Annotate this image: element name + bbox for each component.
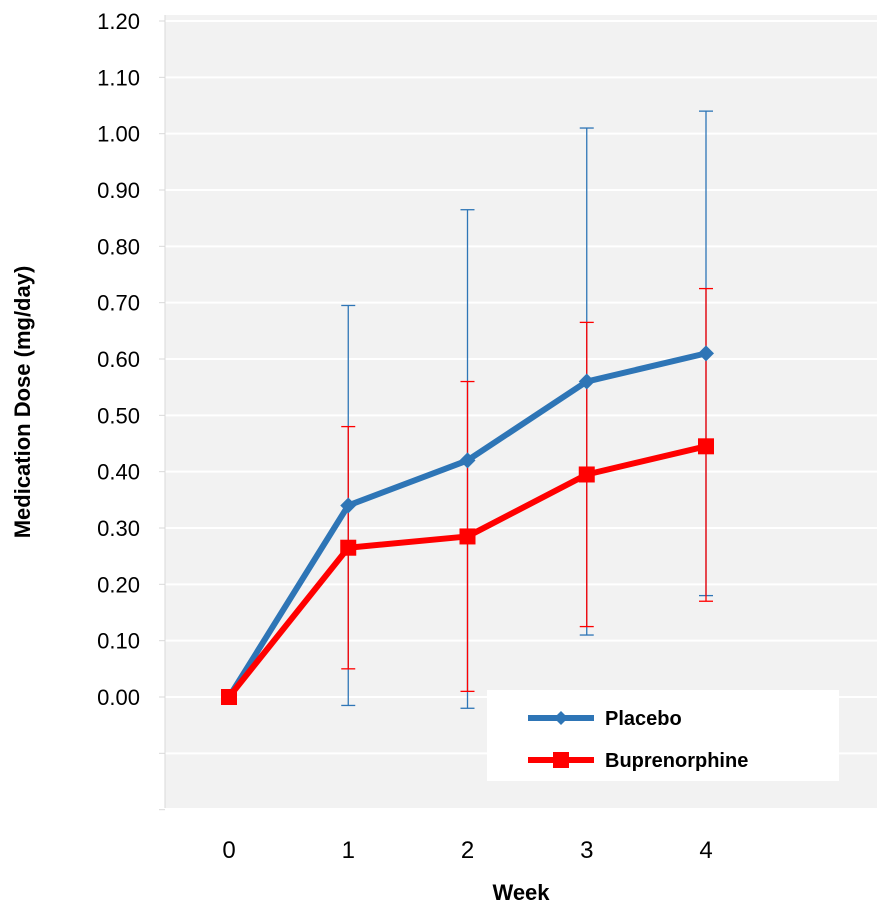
x-tick-label: 2 bbox=[461, 837, 474, 864]
data-point bbox=[698, 345, 714, 362]
y-tick-label: 0.80 bbox=[97, 234, 140, 259]
legend-label-placebo: Placebo bbox=[605, 708, 682, 730]
legend-marker-diamond bbox=[554, 711, 568, 725]
legend-entry-buprenorphine: Buprenorphine bbox=[528, 750, 748, 772]
x-tick-label: 3 bbox=[580, 837, 593, 864]
y-tick-label: 0.40 bbox=[97, 460, 140, 485]
y-axis-ticks: 0.00 0.10 0.20 0.30 0.40 0.50 0.60 0.70 0.80 0.90… bbox=[97, 9, 140, 710]
data-point bbox=[578, 466, 595, 483]
legend-entry-placebo: Placebo bbox=[528, 708, 682, 730]
x-axis-title: Week bbox=[492, 880, 550, 905]
y-tick-label: 0.50 bbox=[97, 403, 140, 428]
data-point bbox=[698, 438, 714, 455]
y-axis-title: Medication Dose (mg/day) bbox=[10, 266, 35, 539]
x-tick-label: 4 bbox=[699, 837, 712, 864]
data-point bbox=[221, 689, 237, 705]
y-tick-label: 0.30 bbox=[97, 516, 140, 541]
y-tick-label: 1.20 bbox=[97, 9, 140, 34]
y-tick-label: 0.90 bbox=[97, 178, 140, 203]
data-point bbox=[340, 539, 357, 556]
data-point bbox=[459, 528, 476, 545]
data-point bbox=[459, 452, 476, 469]
data-point bbox=[578, 373, 595, 390]
legend: Placebo Buprenorphine bbox=[487, 690, 839, 781]
x-tick-label: 0 bbox=[222, 837, 235, 864]
plot-area bbox=[165, 15, 877, 808]
series-markers bbox=[221, 345, 714, 705]
data-point bbox=[340, 497, 357, 514]
legend-marker-square bbox=[553, 752, 569, 768]
y-tick-label: 0.00 bbox=[97, 685, 140, 710]
legend-label-buprenorphine: Buprenorphine bbox=[605, 750, 748, 772]
x-tick-label: 1 bbox=[342, 837, 355, 864]
y-tick-label: 0.20 bbox=[97, 572, 140, 597]
x-axis-ticks: 0 1 2 3 4 bbox=[222, 837, 712, 864]
y-tick-label: 0.60 bbox=[97, 347, 140, 372]
y-tick-label: 0.10 bbox=[97, 629, 140, 654]
y-tick-label: 1.10 bbox=[97, 65, 140, 90]
y-tick-label: 1.00 bbox=[97, 122, 140, 147]
y-tick-label: 0.70 bbox=[97, 291, 140, 316]
legend-box bbox=[487, 690, 839, 781]
